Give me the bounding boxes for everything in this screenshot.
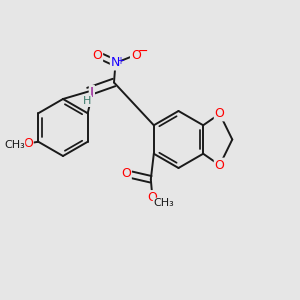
Text: +: + — [116, 56, 124, 67]
Text: I: I — [90, 86, 94, 100]
Text: O: O — [131, 49, 141, 62]
Text: CH₃: CH₃ — [4, 140, 25, 150]
Text: −: − — [137, 44, 148, 58]
Text: O: O — [92, 49, 102, 62]
Text: CH₃: CH₃ — [153, 198, 174, 208]
Text: N: N — [111, 56, 120, 70]
Text: O: O — [121, 167, 131, 180]
Text: H: H — [83, 96, 91, 106]
Text: O: O — [23, 137, 33, 150]
Text: O: O — [147, 191, 157, 204]
Text: O: O — [215, 107, 225, 120]
Text: O: O — [215, 159, 225, 172]
